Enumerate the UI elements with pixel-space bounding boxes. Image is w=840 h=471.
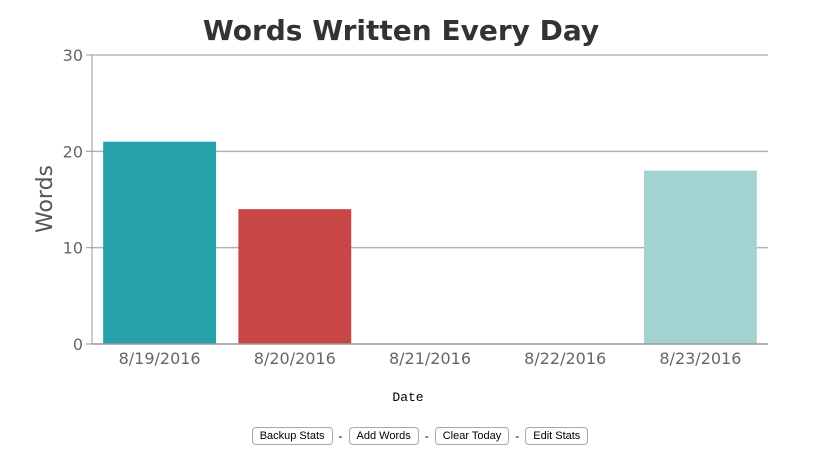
separator: - [338,429,343,443]
x-tick-label: 8/22/2016 [524,349,606,368]
bar-8/19/2016[interactable] [103,141,217,344]
separator: - [515,429,520,443]
chart-title: Words Written Every Day [203,14,599,47]
y-tick-label: 30 [63,46,83,65]
y-tick-label: 10 [63,239,83,258]
stats-toolbar: Backup Stats - Add Words - Clear Today -… [0,427,840,445]
y-axis-label: Words [33,165,58,233]
y-tick-label: 20 [63,142,83,161]
x-tick-label: 8/21/2016 [389,349,471,368]
bars [103,141,757,344]
backup-stats-button[interactable]: Backup Stats [251,427,333,445]
separator: - [424,429,429,443]
x-tick-label: 8/20/2016 [254,349,336,368]
bar-8/20/2016[interactable] [238,209,352,344]
x-axis-label: Date [392,390,423,405]
axes: 0 10 20 30 8/19/2016 8/20/2016 8/21/2016 8/22/2… [63,46,768,368]
edit-stats-button[interactable]: Edit Stats [525,427,589,445]
add-words-button[interactable]: Add Words [348,427,419,445]
x-tick-label: 8/23/2016 [659,349,741,368]
bar-8/23/2016[interactable] [643,170,757,344]
bar-chart: Words Written Every Day 0 10 20 30 8/19/2016… [33,14,768,405]
clear-today-button[interactable]: Clear Today [434,427,510,445]
x-tick-label: 8/19/2016 [119,349,201,368]
y-tick-label: 0 [73,335,83,354]
